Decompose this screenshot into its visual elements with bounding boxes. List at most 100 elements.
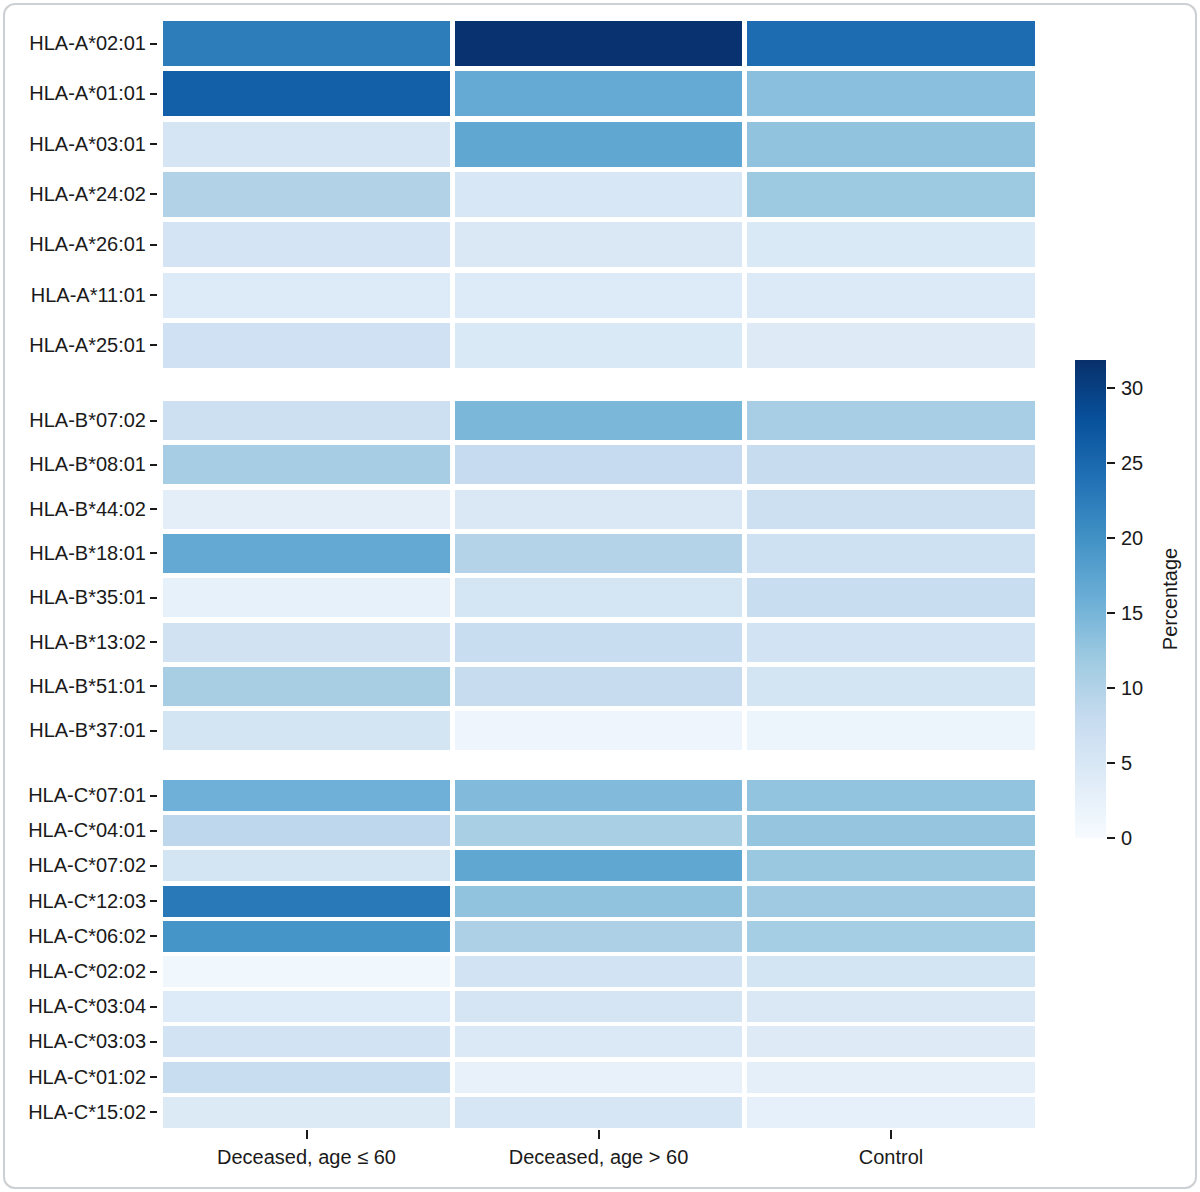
- colorbar-tick-label: 20: [1121, 524, 1143, 552]
- heatmap-cell: [163, 1026, 450, 1057]
- y-axis-tick: [150, 344, 157, 346]
- y-axis-tick: [150, 464, 157, 466]
- colorbar-gradient: [1075, 360, 1106, 838]
- y-axis-tick: [150, 597, 157, 599]
- heatmap-cell: [747, 921, 1035, 952]
- row-label-hla-c-07-02: HLA-C*07:02: [0, 850, 146, 881]
- heatmap-cell: [747, 273, 1035, 318]
- x-axis-label: Control: [747, 1146, 1035, 1169]
- heatmap-cell: [747, 815, 1035, 846]
- heatmap-cell: [163, 490, 450, 529]
- heatmap-cell: [747, 1062, 1035, 1093]
- heatmap-cell: [163, 172, 450, 217]
- hla-frequency-heatmap: HLA-A*02:01HLA-A*01:01HLA-A*03:01HLA-A*2…: [0, 0, 1200, 1192]
- heatmap-cell: [455, 534, 742, 573]
- colorbar-tick-label: 10: [1121, 674, 1143, 702]
- row-label-hla-a-03-01: HLA-A*03:01: [0, 122, 146, 167]
- heatmap-cell: [455, 623, 742, 662]
- heatmap-cell: [747, 667, 1035, 706]
- heatmap-cell: [163, 711, 450, 750]
- heatmap-cell: [163, 815, 450, 846]
- heatmap-cell: [163, 956, 450, 987]
- colorbar-tick: [1107, 837, 1115, 839]
- heatmap-cell: [455, 956, 742, 987]
- heatmap-cell: [747, 886, 1035, 917]
- heatmap-cell: [163, 122, 450, 167]
- y-axis-tick: [150, 641, 157, 643]
- heatmap-cell: [747, 956, 1035, 987]
- heatmap-cell: [163, 21, 450, 66]
- y-axis-tick: [150, 830, 157, 832]
- y-axis-tick: [150, 93, 157, 95]
- x-axis-label: Deceased, age ≤ 60: [163, 1146, 450, 1169]
- heatmap-cell: [455, 850, 742, 881]
- heatmap-cell: [455, 1097, 742, 1128]
- heatmap-cell: [455, 273, 742, 318]
- heatmap-cell: [163, 445, 450, 484]
- heatmap-cell: [455, 172, 742, 217]
- row-label-hla-a-02-01: HLA-A*02:01: [0, 21, 146, 66]
- heatmap-cell: [747, 401, 1035, 440]
- colorbar-tick: [1107, 762, 1115, 764]
- row-label-hla-b-08-01: HLA-B*08:01: [0, 445, 146, 484]
- heatmap-cell: [747, 122, 1035, 167]
- heatmap-cell: [455, 578, 742, 617]
- heatmap-cell: [455, 445, 742, 484]
- row-label-hla-b-37-01: HLA-B*37:01: [0, 711, 146, 750]
- heatmap-cell: [163, 222, 450, 267]
- y-axis-tick: [150, 193, 157, 195]
- heatmap-cell: [747, 172, 1035, 217]
- x-axis-label: Deceased, age > 60: [455, 1146, 742, 1169]
- colorbar-tick-label: 0: [1121, 824, 1132, 852]
- heatmap-cell: [163, 401, 450, 440]
- row-label-hla-a-25-01: HLA-A*25:01: [0, 323, 146, 368]
- row-label-hla-c-03-04: HLA-C*03:04: [0, 991, 146, 1022]
- colorbar-tick-label: 25: [1121, 449, 1143, 477]
- colorbar-tick: [1107, 612, 1115, 614]
- heatmap-cell: [455, 780, 742, 811]
- heatmap-cell: [163, 921, 450, 952]
- heatmap-cell: [455, 1062, 742, 1093]
- row-label-hla-b-07-02: HLA-B*07:02: [0, 401, 146, 440]
- heatmap-cell: [455, 490, 742, 529]
- heatmap-cell: [455, 886, 742, 917]
- colorbar-tick-label: 5: [1121, 749, 1132, 777]
- heatmap-cell: [747, 1097, 1035, 1128]
- row-label-hla-c-01-02: HLA-C*01:02: [0, 1062, 146, 1093]
- heatmap-cell: [455, 222, 742, 267]
- y-axis-tick: [150, 552, 157, 554]
- heatmap-cell: [747, 222, 1035, 267]
- heatmap-cell: [163, 886, 450, 917]
- colorbar-tick-label: 30: [1121, 374, 1143, 402]
- colorbar-tick: [1107, 537, 1115, 539]
- heatmap-cell: [163, 623, 450, 662]
- heatmap-cell: [163, 850, 450, 881]
- heatmap-cell: [455, 991, 742, 1022]
- row-label-hla-b-44-02: HLA-B*44:02: [0, 490, 146, 529]
- x-axis-tick: [306, 1130, 308, 1139]
- y-axis-tick: [150, 244, 157, 246]
- y-axis-tick: [150, 43, 157, 45]
- colorbar-title: Percentage: [1159, 548, 1182, 650]
- row-label-hla-a-26-01: HLA-A*26:01: [0, 222, 146, 267]
- heatmap-cell: [455, 1026, 742, 1057]
- y-axis-tick: [150, 865, 157, 867]
- heatmap-cell: [747, 71, 1035, 116]
- heatmap-cell: [747, 578, 1035, 617]
- row-label-hla-c-06-02: HLA-C*06:02: [0, 921, 146, 952]
- heatmap-cell: [163, 667, 450, 706]
- heatmap-cell: [747, 711, 1035, 750]
- heatmap-cell: [455, 323, 742, 368]
- row-label-hla-c-04-01: HLA-C*04:01: [0, 815, 146, 846]
- y-axis-tick: [150, 1041, 157, 1043]
- heatmap-cell: [747, 850, 1035, 881]
- heatmap-cell: [163, 578, 450, 617]
- heatmap-cell: [747, 445, 1035, 484]
- heatmap-cell: [747, 21, 1035, 66]
- row-label-hla-b-35-01: HLA-B*35:01: [0, 578, 146, 617]
- heatmap-cell: [163, 534, 450, 573]
- row-label-hla-c-07-01: HLA-C*07:01: [0, 780, 146, 811]
- heatmap-cell: [163, 1062, 450, 1093]
- heatmap-cell: [455, 667, 742, 706]
- y-axis-tick: [150, 795, 157, 797]
